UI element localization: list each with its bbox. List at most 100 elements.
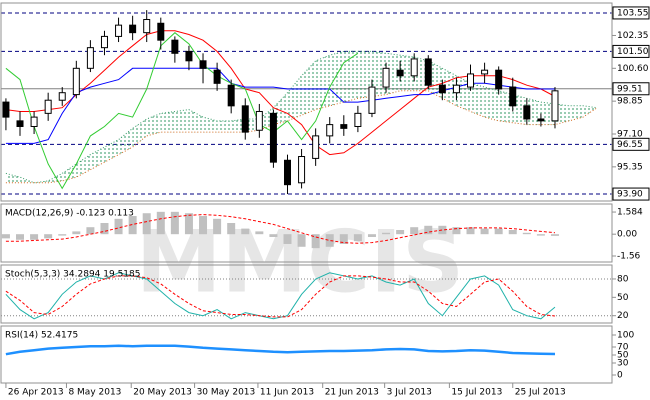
line [5, 67, 555, 144]
y-tick-label: 30 [617, 359, 629, 369]
cloud-segment [540, 102, 555, 125]
cloud-segment [231, 118, 246, 133]
panel-frame [0, 2, 613, 202]
candle-body [396, 69, 404, 77]
cloud-segment [371, 51, 387, 97]
candle-body [467, 73, 475, 88]
cloud-segment [203, 117, 218, 133]
macd-bar [367, 234, 376, 237]
y-tick-label: 70 [617, 343, 629, 353]
cloud-segment [498, 90, 513, 123]
candle-body [129, 24, 137, 34]
y-tick-label: 101.50 [617, 47, 649, 57]
cloud-segment [301, 60, 316, 116]
candle-body [382, 67, 390, 88]
macd-bar [410, 227, 419, 235]
plot-area [1, 10, 612, 195]
macd-bar [522, 232, 531, 235]
candle-body [354, 112, 362, 127]
y-tick-label: -1.56 [617, 251, 641, 261]
y-tick-label: 96.55 [617, 140, 643, 150]
macd-bar [438, 225, 447, 235]
macd-bar [269, 234, 278, 237]
x-tick-label: 3 Jul 2013 [387, 388, 432, 398]
candle-body [298, 156, 306, 184]
macd-bar [199, 216, 208, 235]
y-tick-label: 20 [617, 311, 629, 321]
macd-bar [44, 234, 53, 239]
candle-body [2, 101, 10, 118]
y-tick-label: 103.55 [617, 8, 649, 18]
y-tick-label: 97.10 [617, 129, 643, 139]
y-tick-label: 95.35 [617, 162, 643, 172]
candle-body [115, 24, 123, 37]
cloud-segment [386, 53, 401, 95]
line [5, 275, 556, 318]
candle-body [100, 35, 108, 49]
cloud-segment [569, 105, 584, 121]
candle-body [424, 58, 432, 86]
x-tick-label: 20 May 2013 [133, 388, 192, 398]
macd-bar [142, 213, 151, 235]
macd-bar [255, 231, 264, 235]
cloud-segment [554, 103, 570, 125]
candle-body [269, 112, 277, 163]
panel-title: RSI(14) 52.4175 [5, 331, 78, 341]
macd-bar [466, 227, 475, 235]
cloud-segment [48, 173, 63, 183]
cloud-segment [273, 92, 288, 125]
x-tick-label: 26 Apr 2013 [8, 388, 64, 398]
candle-body [58, 92, 66, 101]
line [5, 30, 556, 156]
cloud-segment [428, 60, 443, 99]
macd-bar [339, 234, 348, 244]
macd-bar [156, 211, 165, 235]
candle-body [213, 69, 221, 84]
cloud-segment [470, 83, 485, 118]
macd-bar [353, 234, 362, 242]
macd-bar [100, 223, 109, 235]
y-tick-label: 50 [617, 293, 629, 303]
cloud-segment [20, 177, 35, 183]
cloud-span-b [5, 90, 598, 184]
candle-body [509, 86, 517, 107]
cloud-segment [414, 57, 429, 91]
macd-bar [452, 227, 461, 235]
y-tick-label: 1.584 [617, 208, 643, 218]
line [5, 344, 556, 356]
candle-body [16, 120, 24, 127]
y-tick-label: 100 [617, 331, 634, 341]
candle-body [340, 124, 348, 129]
cloud-segment [512, 94, 527, 125]
cloud-segment [76, 154, 91, 178]
macd-bar [128, 216, 137, 235]
candle-body [283, 159, 291, 186]
candle-body [157, 22, 165, 41]
cloud-segment [343, 51, 358, 103]
cloud-segment [5, 173, 21, 183]
cloud-segment [583, 105, 598, 118]
macd-bar [536, 234, 545, 236]
x-tick-label: 15 Jul 2013 [451, 388, 502, 398]
macd-bar [213, 218, 222, 235]
cloud-segment [484, 87, 499, 121]
plot-area [5, 344, 556, 356]
macd-bar [311, 234, 320, 249]
line [5, 32, 359, 190]
cloud-segment [90, 147, 105, 170]
candle-body [255, 110, 263, 131]
y-tick-box [612, 6, 650, 20]
y-tick-box [612, 187, 650, 201]
y-tick-box [612, 82, 650, 96]
candle-body [72, 67, 80, 96]
candle-body [326, 124, 334, 137]
candle-body [30, 116, 38, 127]
y-tick-label: 99.51 [617, 84, 643, 94]
plot-area [1, 211, 559, 249]
cloud-segment [118, 128, 133, 155]
cloud-segment [287, 75, 302, 121]
macd-bar [16, 234, 25, 240]
cloud-segment [146, 113, 161, 136]
candle-body [143, 19, 151, 34]
